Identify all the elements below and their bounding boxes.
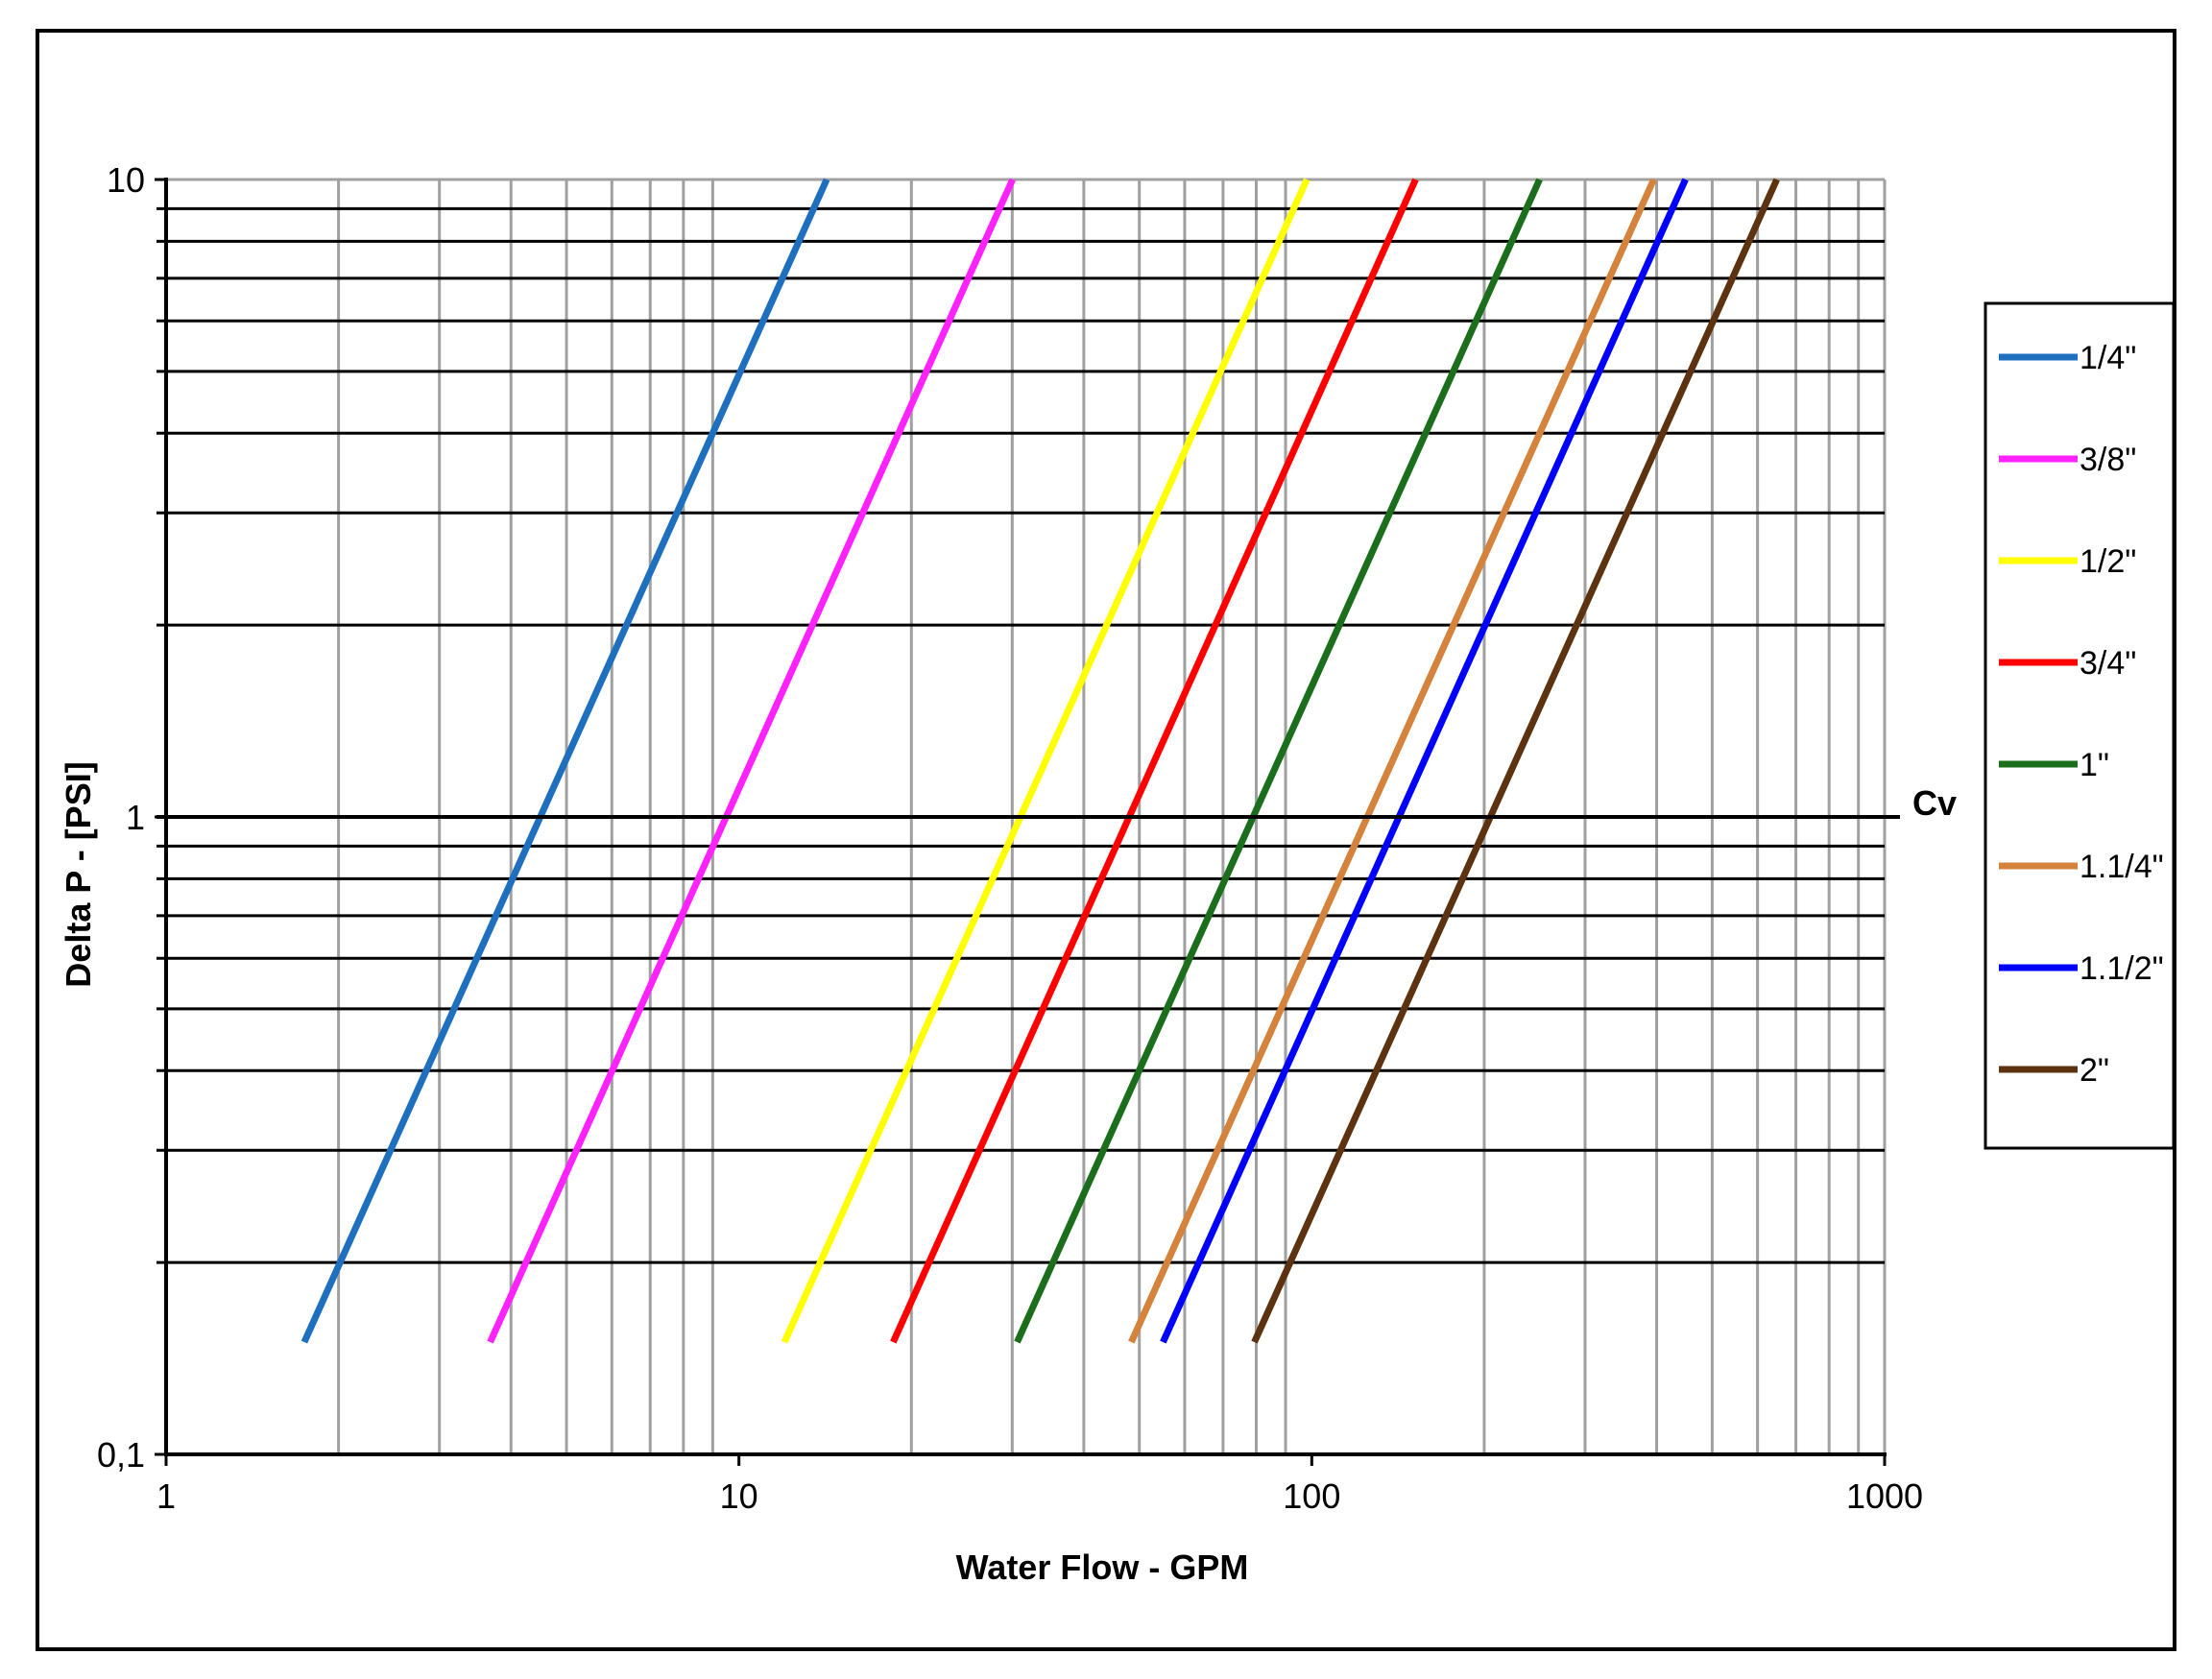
legend-label: 1.1/2" — [2080, 950, 2164, 987]
legend-label: 1" — [2080, 747, 2109, 783]
series-line — [1128, 178, 1657, 1344]
legend-label: 1/4" — [2080, 340, 2136, 376]
series-line — [890, 178, 1419, 1344]
series-line — [301, 178, 830, 1344]
x-tick-label: 1 — [156, 1476, 176, 1516]
legend-box — [1984, 301, 2176, 1150]
x-axis-title: Water Flow - GPM — [956, 1547, 1249, 1587]
series-line — [781, 178, 1310, 1344]
series-line — [487, 178, 1016, 1344]
y-tick-label: 0,1 — [97, 1435, 145, 1475]
y-tick-label: 1 — [126, 798, 145, 837]
y-tick-label: 10 — [107, 160, 145, 200]
legend-label: 1/2" — [2080, 543, 2136, 580]
x-tick-label: 1000 — [1846, 1476, 1923, 1516]
series-line — [1251, 178, 1780, 1344]
series-line — [1160, 178, 1689, 1344]
x-tick-label: 10 — [720, 1476, 758, 1516]
legend-label: 3/4" — [2080, 645, 2136, 682]
y-axis-title: Delta P - [PSI] — [59, 761, 98, 987]
axes: 1 10 100 1000 0,1 1 10 — [97, 160, 1923, 1516]
legend-label: 1.1/4" — [2080, 849, 2164, 885]
legend-label: 3/8" — [2080, 442, 2136, 478]
cv-reference-label: Cv — [1912, 783, 1957, 823]
legend-label: 2" — [2080, 1052, 2109, 1089]
legend: 1/4" 3/8" 1/2" 3/4" 1" 1.1/4" 1.1/2" 2" — [1984, 301, 2176, 1150]
series-lines — [301, 178, 1780, 1344]
series-line — [1014, 178, 1543, 1344]
x-tick-label: 100 — [1283, 1476, 1340, 1516]
